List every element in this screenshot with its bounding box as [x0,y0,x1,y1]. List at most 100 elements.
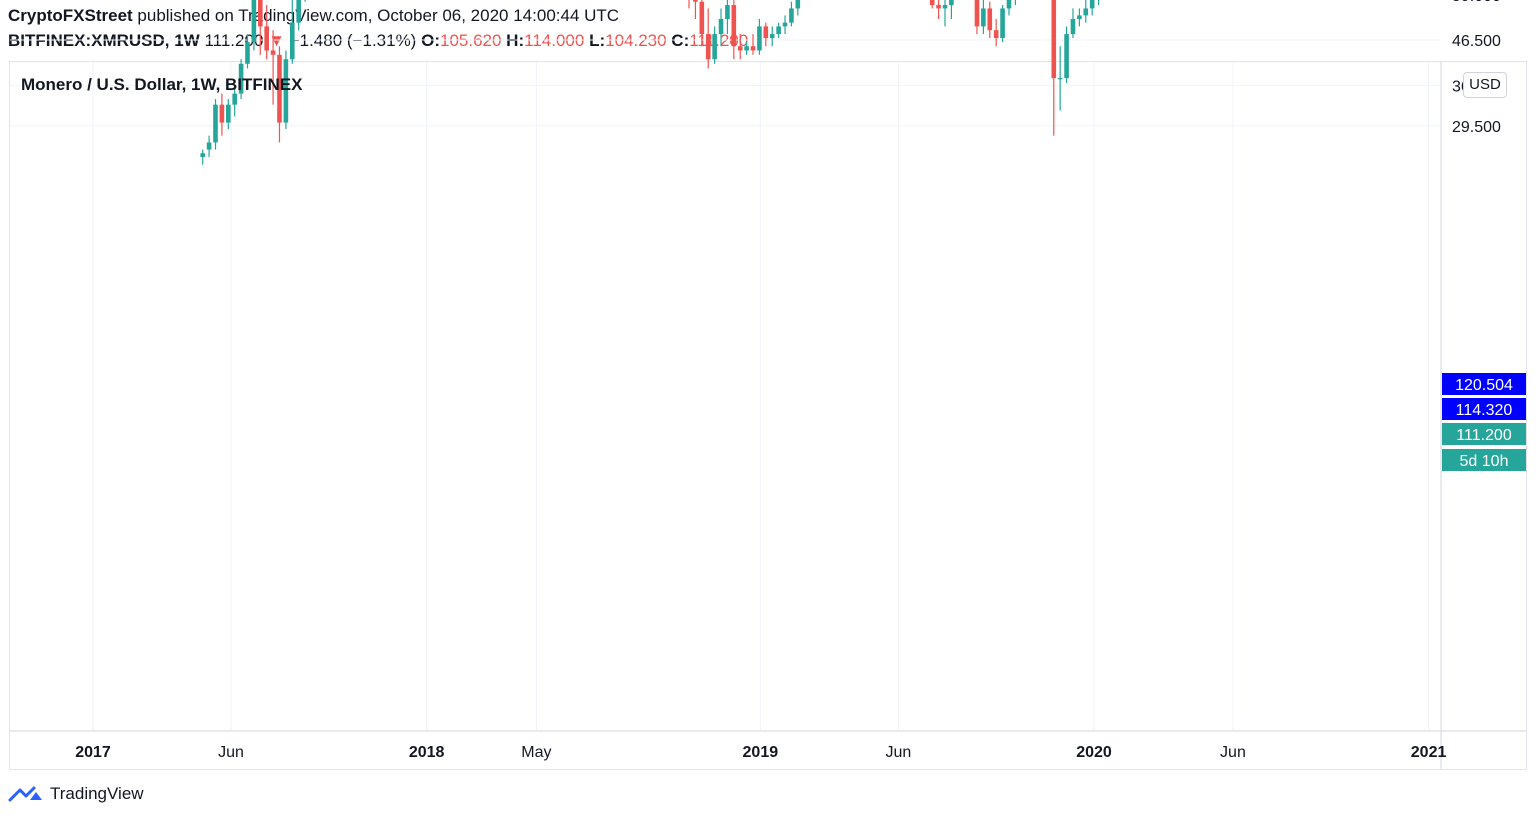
candle [718,8,724,47]
candle-body [776,26,781,35]
candle [1089,0,1095,16]
candle-body [264,26,269,51]
current-price-tag-bg [1442,423,1526,445]
candle [264,5,269,60]
candle-body [769,34,775,39]
price-tags: 120.504 114.320 111.200 5d 10h [1442,373,1526,471]
current-price-tag: 111.200 [1456,427,1512,444]
candle-body [219,104,225,123]
price-axis[interactable]: 29.50036.50046.50059.00075.000145.000185… [1452,0,1510,136]
publish-info: CryptoFXStreet published on TradingView.… [8,6,619,26]
candle [737,34,743,60]
candle [1057,46,1063,111]
candle [942,0,948,27]
candle [744,42,749,55]
candle-body [936,5,941,9]
publisher-name[interactable]: CryptoFXStreet [8,6,133,25]
candle [949,0,954,20]
candle [219,93,225,136]
line-tag-bg [1442,398,1526,420]
candle [693,0,698,20]
candle [769,26,775,47]
currency-button[interactable]: USD [1463,72,1507,98]
publish-text: published on TradingView.com, October 06… [132,6,620,25]
time-tick-label: 2021 [1411,744,1447,761]
candle-body [929,0,935,6]
candle-body [277,54,282,123]
time-tick-label: May [521,744,551,761]
candle-body [296,0,301,23]
grid-lines [10,39,1440,730]
candle-body [225,104,231,123]
candle [1064,26,1069,84]
line-tag: 114.320 [1456,402,1513,419]
candle [225,99,231,130]
candle-body [1051,0,1057,79]
time-tick-label: 2017 [75,744,111,761]
candle [974,0,980,35]
candle-body [283,59,289,123]
candle [289,0,295,64]
candle [763,22,769,47]
time-tick-label: 2019 [743,744,779,761]
candle-body [757,26,762,51]
candle [213,99,218,150]
candle-body [245,42,250,64]
candle-body [712,34,717,60]
candle [296,0,301,31]
candle-body [744,46,749,51]
candle-body [251,0,257,43]
candle-body [206,142,212,150]
candle-body [200,153,206,157]
candle-body [763,26,769,39]
candle [232,88,237,117]
candlesticks [200,0,1100,165]
candle [1070,8,1076,39]
time-tick-label: Jun [1220,744,1246,761]
candle-body [1070,19,1076,35]
candle-body [257,0,263,27]
candle [1077,8,1082,27]
tradingview-brand[interactable]: TradingView [8,784,144,804]
candle [1097,0,1100,6]
time-tick-label: Jun [885,744,911,761]
candle [200,149,206,165]
candle-body [232,93,237,105]
candle-body [1000,8,1005,39]
brand-label: TradingView [50,784,144,803]
candle-body [1077,15,1082,20]
price-tick-label: 46.500 [1452,33,1501,50]
price-tick-label: 29.500 [1452,119,1501,136]
candle-body [1006,0,1012,9]
candle-body [1064,34,1069,79]
candle-body [795,0,801,9]
candle [1006,0,1012,16]
candle-body [289,22,295,60]
candle [238,59,244,100]
candle [1051,0,1057,136]
candle-body [750,46,756,51]
line-tag-bg [1442,373,1526,395]
countdown-tag: 5d 10h [1460,453,1509,470]
candle-body [270,50,276,55]
candle-body [718,19,724,35]
candle-body [731,5,737,47]
candle [981,0,986,35]
candle [776,22,781,39]
time-axis[interactable]: 2017 Jun 2018 May 2019 Jun 2020 Jun 2021 [75,744,1446,761]
candle [993,19,999,47]
price-tick-label: 59.000 [1452,0,1501,5]
candle [304,0,306,2]
candle-body [213,104,218,143]
candle-body [981,8,986,27]
candle-body [993,30,999,39]
tradingview-logo-icon [8,786,42,802]
candle [257,0,263,55]
candle [929,0,935,9]
candle [270,30,276,105]
candle [206,135,212,157]
candle [725,0,730,35]
candle [1083,0,1089,23]
time-tick-label: 2018 [409,744,445,761]
